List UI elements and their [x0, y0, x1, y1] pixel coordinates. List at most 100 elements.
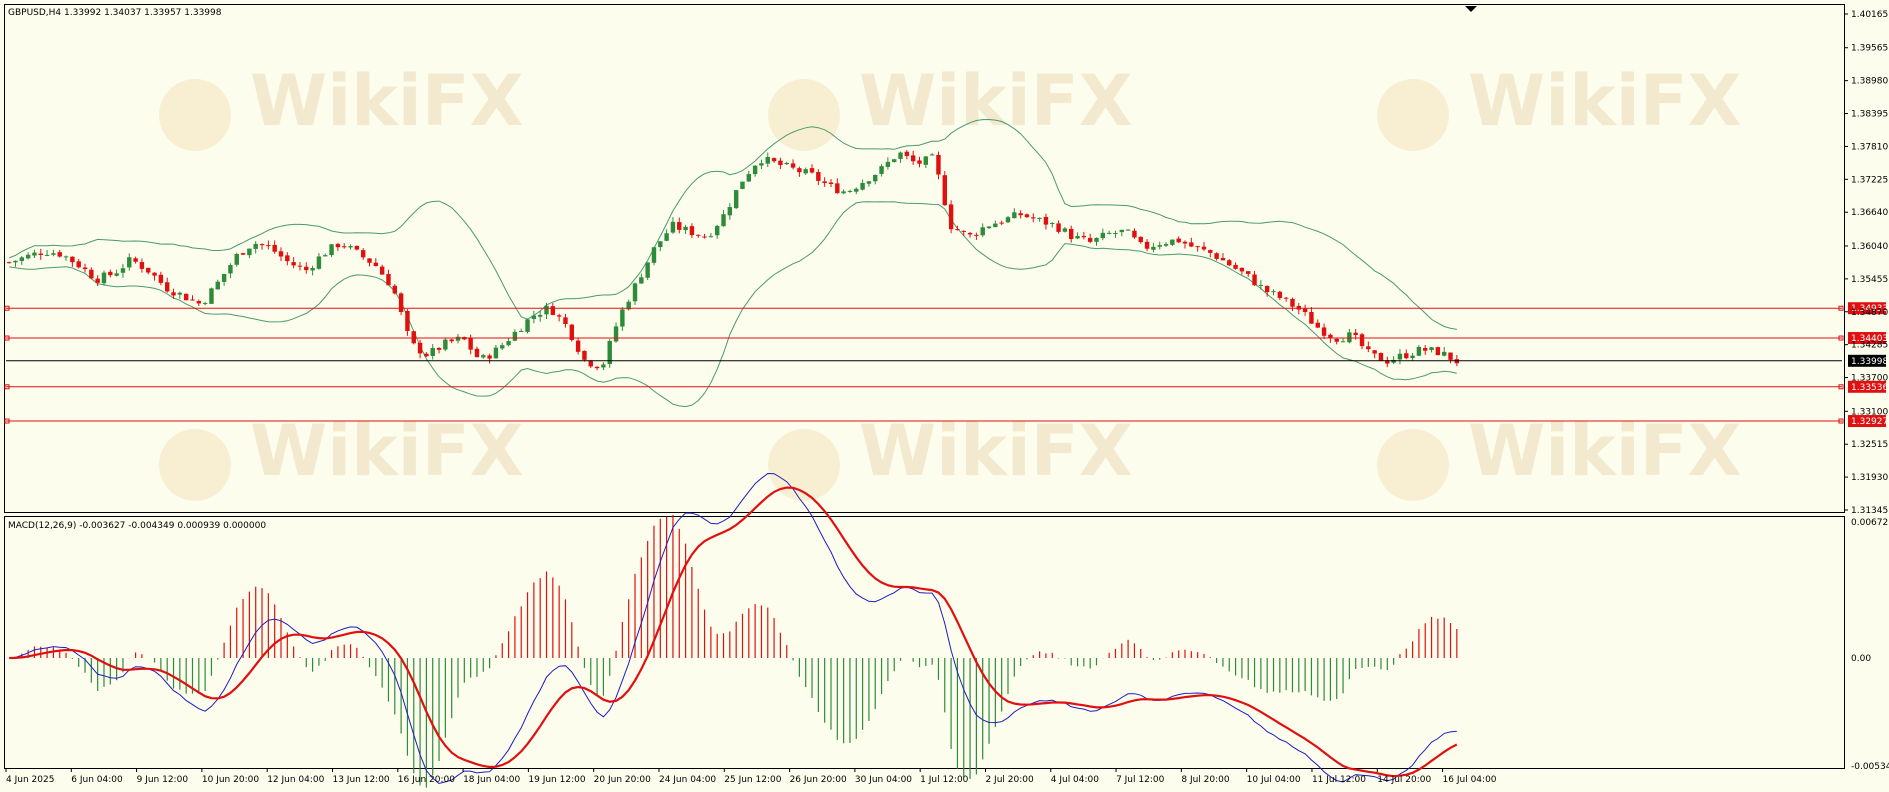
- candle-body: [1056, 223, 1061, 232]
- level-anchor-left[interactable]: [4, 418, 10, 424]
- candle-body: [980, 227, 985, 236]
- level-anchor-left[interactable]: [4, 335, 10, 341]
- candle-body: [1227, 260, 1232, 266]
- candle-body: [961, 230, 966, 232]
- candle: [234, 252, 239, 267]
- candle-body: [702, 236, 707, 238]
- candle: [746, 170, 752, 183]
- candle-body: [923, 156, 929, 165]
- level-anchor-left[interactable]: [4, 384, 10, 390]
- candle: [550, 303, 556, 316]
- candle: [771, 157, 777, 163]
- shift-marker[interactable]: [1465, 6, 1477, 12]
- level-anchor-right[interactable]: [1838, 335, 1844, 341]
- watermark-logo: [159, 79, 231, 151]
- level-anchor-right[interactable]: [1838, 305, 1844, 311]
- candle: [816, 169, 821, 186]
- candle: [202, 301, 208, 306]
- candle: [316, 253, 322, 270]
- candle-body: [1151, 246, 1156, 250]
- candle: [1410, 352, 1415, 361]
- candle-body: [740, 181, 745, 189]
- candle-body: [474, 348, 480, 358]
- level-anchor-left[interactable]: [4, 305, 10, 311]
- candle-body: [1018, 213, 1023, 216]
- candle-body: [259, 244, 265, 246]
- candle: [683, 224, 688, 235]
- price-tag-label: 1.33998: [1851, 357, 1888, 367]
- candle: [1132, 228, 1137, 239]
- candle-body: [240, 253, 246, 255]
- candle-body: [677, 222, 682, 230]
- candle: [613, 322, 619, 343]
- candle: [835, 178, 840, 194]
- price-tag-label: 1.32927: [1851, 417, 1888, 427]
- candle-body: [1416, 346, 1422, 356]
- candle-body: [601, 364, 606, 368]
- macd-y-tick-label: 0.006727: [1851, 518, 1889, 528]
- candle: [1309, 306, 1314, 324]
- candle-body: [310, 268, 315, 271]
- y-tick-label: 1.32515: [1851, 440, 1888, 450]
- candle-body: [1404, 353, 1409, 359]
- candle: [1220, 253, 1226, 261]
- candle-body: [171, 292, 176, 296]
- candle-body: [1315, 322, 1320, 328]
- candle: [936, 151, 941, 180]
- watermark-text: WikiFX: [859, 410, 1133, 492]
- candle-body: [1075, 235, 1080, 239]
- chart-title: GBPUSD,H4 1.33992 1.34037 1.33957 1.3399…: [8, 8, 222, 18]
- x-tick-label: 9 Jun 12:00: [137, 775, 189, 785]
- macd-signal-line: [9, 486, 1458, 778]
- candle-body: [607, 340, 612, 365]
- candle-body: [443, 339, 448, 350]
- candle-body: [588, 360, 593, 367]
- candle-body: [1094, 237, 1099, 242]
- candle: [228, 263, 233, 279]
- candle: [1189, 237, 1194, 248]
- candle-body: [1366, 346, 1371, 350]
- candle: [1378, 352, 1384, 362]
- candle: [525, 318, 530, 334]
- candle-body: [664, 233, 669, 241]
- candle: [1176, 236, 1181, 244]
- level-anchor-right[interactable]: [1838, 384, 1844, 390]
- candle: [500, 342, 505, 350]
- candle: [95, 275, 100, 287]
- candle-body: [639, 277, 644, 284]
- candle-body: [297, 265, 303, 267]
- candle-body: [784, 162, 789, 165]
- candle-body: [1037, 217, 1042, 219]
- candle-body: [1201, 246, 1207, 250]
- candle-body: [468, 338, 473, 350]
- candle: [620, 307, 625, 331]
- candle: [537, 310, 543, 322]
- candle-body: [613, 326, 619, 342]
- candle: [57, 249, 62, 258]
- watermark-logo: [1377, 429, 1449, 501]
- watermark-text: WikiFX: [250, 410, 524, 492]
- candle-body: [348, 246, 353, 248]
- y-tick-label: 1.38980: [1851, 77, 1888, 87]
- candle-body: [164, 282, 170, 292]
- candle: [980, 223, 985, 238]
- candle-body: [417, 342, 423, 354]
- candle-body: [993, 223, 998, 228]
- candle-body: [866, 181, 872, 184]
- candle-body: [879, 166, 884, 174]
- candle-body: [658, 241, 663, 248]
- candle: [733, 190, 739, 210]
- candle: [1100, 228, 1106, 241]
- candle-body: [196, 301, 202, 304]
- candle: [1069, 225, 1074, 243]
- candle-body: [929, 154, 935, 156]
- level-anchor-right[interactable]: [1838, 418, 1844, 424]
- candle-body: [1233, 264, 1238, 269]
- candle: [177, 291, 183, 299]
- candle-body: [1309, 311, 1314, 324]
- price-layer: 1.34933 1.34403 1.33998 1.33536 1.32927: [4, 118, 1888, 428]
- candle-body: [1062, 228, 1068, 232]
- candle-body: [19, 257, 25, 261]
- candle-body: [885, 161, 891, 167]
- candle-body: [1246, 271, 1251, 274]
